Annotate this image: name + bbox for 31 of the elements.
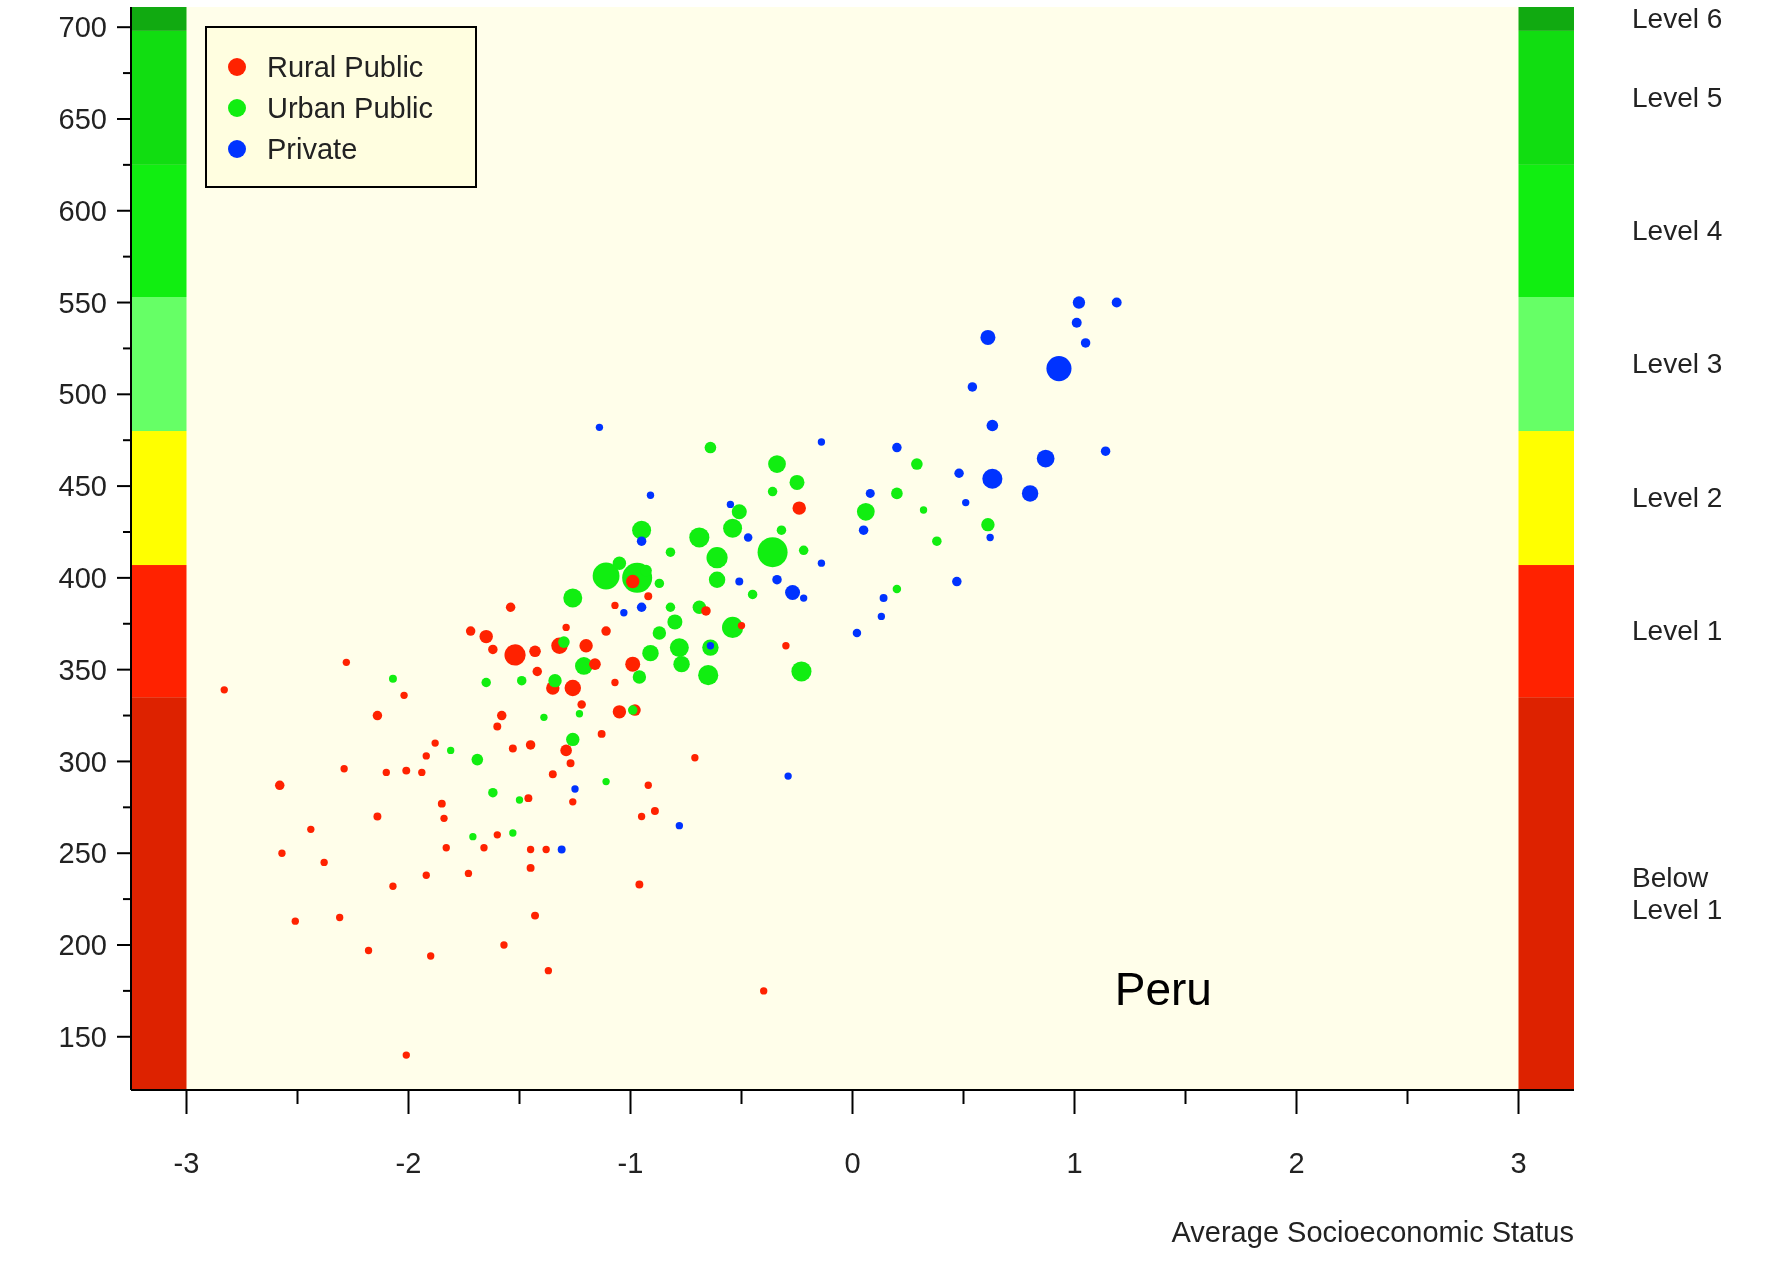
band-label: Level 6 (1632, 2, 1723, 34)
legend-label: Urban Public (267, 92, 434, 125)
y-tick-label: 650 (58, 103, 107, 136)
x-tick-label: 3 (1510, 1147, 1527, 1179)
y-tick-label: 600 (58, 194, 107, 227)
band-label: Level 3 (1632, 348, 1723, 380)
x-tick-label: 0 (844, 1147, 861, 1179)
band-label: Level 1 (1632, 615, 1723, 647)
x-tick-label: -2 (395, 1147, 422, 1179)
x-tick-label: 1 (1066, 1147, 1083, 1179)
x-tick-label: -3 (173, 1147, 200, 1179)
y-tick-label: 150 (58, 1020, 107, 1053)
y-tick-label: 200 (58, 929, 107, 962)
y-tick-label: 550 (58, 286, 107, 319)
y-tick-label: 450 (58, 470, 107, 503)
band-label: Below Level 1 (1632, 861, 1723, 925)
annotation: Peru (1114, 963, 1212, 1015)
legend-label: Rural Public (267, 51, 424, 84)
band-label: Level 4 (1632, 214, 1723, 246)
x-tick-label: -1 (617, 1147, 644, 1179)
y-tick-label: 500 (58, 378, 107, 411)
x-axis-title: Average Socioeconomic Status (1171, 1216, 1574, 1248)
y-tick-label: 250 (58, 837, 107, 870)
band-label: Level 2 (1632, 482, 1723, 514)
y-tick-label: 300 (58, 745, 107, 778)
legend-label: Private (267, 133, 358, 166)
y-tick-label: 350 (58, 653, 107, 686)
y-tick-label: 400 (58, 562, 107, 595)
y-tick-label: 700 (58, 11, 107, 44)
band-label: Level 5 (1632, 81, 1723, 113)
x-tick-label: 2 (1288, 1147, 1305, 1179)
